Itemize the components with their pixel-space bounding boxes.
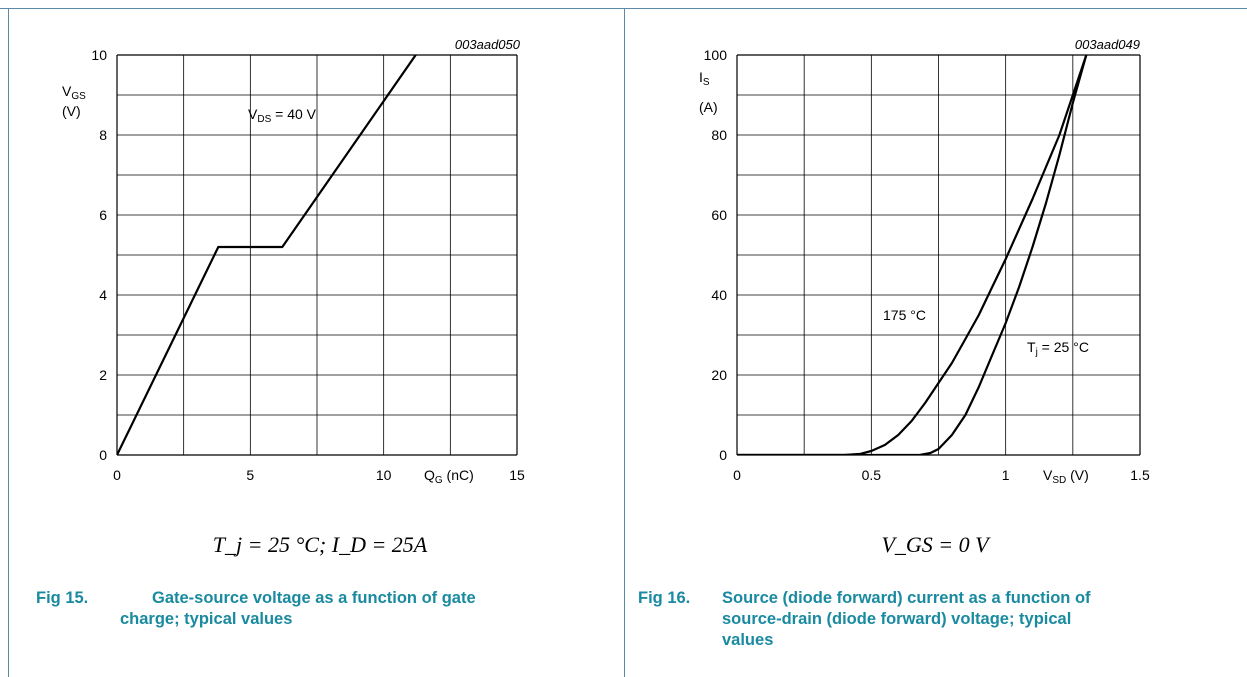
figure-16-ylabel-unit: (A) [699,99,718,115]
figure-16-caption-line3: values [722,631,774,649]
frame-left-border [8,8,9,677]
fig15-ytick-label: 8 [99,127,107,143]
figure-16-panel: 0 0.5 1 1.5 0 20 40 60 80 100 003aad049 IS (A) VS… [625,0,1240,677]
fig15-ytick-label: 0 [99,447,107,463]
figure-16-xlabel: VSD (V) [1043,467,1089,486]
figure-16-grid [736,54,1141,456]
figure-16-series [737,54,1088,455]
figure-15-panel: 0 5 10 15 0 2 4 6 8 10 003aad050 VGS (V) QG (nC) … [0,0,615,677]
fig16-series-line [737,54,1088,455]
figure-16-ylabel: IS [699,69,710,88]
fig16-ytick-label: 0 [719,447,727,463]
figure-15-code: 003aad050 [455,37,521,52]
fig15-ytick-label: 2 [99,367,107,383]
figure-15-caption: Fig 15. Gate-source voltage as a function… [36,588,596,630]
fig16-series-line [737,54,1088,455]
figure-15-tick-labels: 0 5 10 15 0 2 4 6 8 10 [91,47,525,483]
fig15-ytick-label: 10 [91,47,107,63]
fig15-ytick-label: 4 [99,287,107,303]
figure-15-condition: T_j = 25 °C; I_D = 25A [212,532,428,557]
figure-16-caption: Fig 16. Source (diode forward) current as… [638,588,1238,651]
fig16-ytick-label: 100 [704,47,728,63]
fig15-xtick-label: 15 [509,467,525,483]
fig15-xtick-label: 5 [246,467,254,483]
figure-15-caption-number: Fig 15. [36,589,89,607]
figure-16-tick-labels: 0 0.5 1 1.5 0 20 40 60 80 100 [704,47,1150,483]
fig16-ytick-label: 20 [711,367,727,383]
fig16-ytick-label: 60 [711,207,727,223]
fig15-xtick-label: 10 [376,467,392,483]
figure-15-xlabel: QG (nC) [424,467,474,486]
fig15-ytick-label: 6 [99,207,107,223]
figure-15-annotation: VDS = 40 V [248,106,317,125]
figure-15-caption-line2: charge; typical values [120,610,293,628]
figure-15-series [117,54,417,455]
figure-15-caption-line1: Gate-source voltage as a function of gat… [152,589,476,607]
figure-16-chart: 0 0.5 1 1.5 0 20 40 60 80 100 003aad049 IS (A) VS… [699,37,1150,486]
figure-16-code: 003aad049 [1075,37,1140,52]
fig16-ytick-label: 80 [711,127,727,143]
figure-16-condition: V_GS = 0 V [881,532,989,557]
fig15-series-line [117,54,417,455]
frame-divider [624,8,625,677]
figure-16-label-tj: Tj = 25 °C [1027,339,1089,358]
fig15-xtick-label: 0 [113,467,121,483]
fig16-xtick-label: 0.5 [862,467,882,483]
fig16-ytick-label: 40 [711,287,727,303]
figure-16-caption-line1: Source (diode forward) current as a func… [722,589,1091,607]
figure-16-caption-line2: source-drain (diode forward) voltage; ty… [722,610,1072,628]
fig16-xtick-label: 0 [733,467,741,483]
figure-15-grid [116,54,518,456]
fig16-xtick-label: 1.5 [1130,467,1150,483]
fig16-xtick-label: 1 [1002,467,1010,483]
figure-16-label-175: 175 °C [883,307,926,323]
figure-16-caption-number: Fig 16. [638,589,691,607]
figure-15-ylabel: VGS [62,83,86,102]
frame-top-border [0,8,1247,9]
figure-15-ylabel-unit: (V) [62,103,81,119]
